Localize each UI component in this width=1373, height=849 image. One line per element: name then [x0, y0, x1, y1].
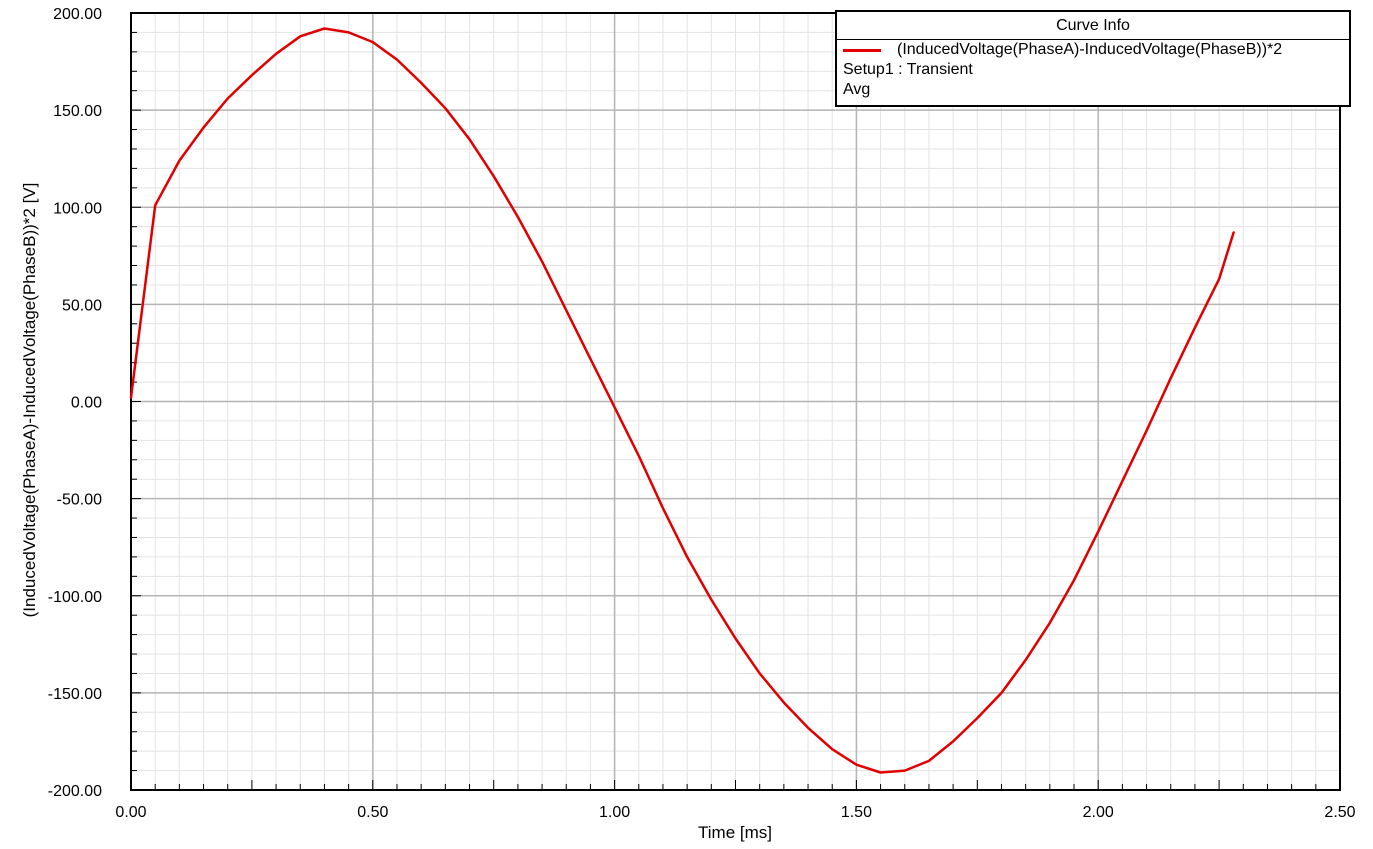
x-tick-label: 0.50 — [357, 804, 388, 821]
series-line — [129, 27, 1235, 774]
tick-marks — [131, 31, 1317, 790]
y-tick-label: 200.00 — [53, 6, 102, 23]
y-tick-label: -100.00 — [48, 589, 102, 606]
y-tick-label: 0.00 — [71, 395, 102, 412]
y-tick-label: 100.00 — [53, 200, 102, 217]
legend-setup: Setup1 : Transient — [843, 61, 973, 78]
legend-entry-label: (InducedVoltage(PhaseA)-InducedVoltage(P… — [897, 41, 1283, 58]
y-tick-label: 50.00 — [62, 297, 102, 314]
x-tick-label: 1.00 — [599, 804, 630, 821]
x-tick-labels: 0.00 0.50 1.00 1.50 2.00 2.50 — [115, 804, 1355, 821]
major-grid — [131, 13, 1340, 790]
y-axis-title: (InducedVoltage(PhaseA)-InducedVoltage(P… — [20, 183, 39, 618]
x-tick-label: 0.00 — [115, 804, 146, 821]
y-tick-label: -150.00 — [48, 686, 102, 703]
legend-entry[interactable]: (InducedVoltage(PhaseA)-InducedVoltage(P… — [837, 40, 1349, 60]
x-tick-label: 1.50 — [841, 804, 872, 821]
x-axis-title: Time [ms] — [698, 823, 772, 842]
x-tick-label: 2.00 — [1083, 804, 1114, 821]
x-tick-label: 2.50 — [1324, 804, 1355, 821]
legend-line-swatch — [843, 48, 881, 52]
y-tick-labels: 200.00 150.00 100.00 50.00 0.00 -50.00 -100.00… — [48, 6, 102, 800]
legend-header: Curve Info — [837, 12, 1349, 40]
curve-info-legend[interactable]: Curve Info (InducedVoltage(PhaseA)-Induc… — [835, 10, 1351, 107]
series-group — [129, 27, 1235, 774]
y-tick-label: -200.00 — [48, 783, 102, 800]
y-tick-label: 150.00 — [53, 103, 102, 120]
legend-stat: Avg — [843, 81, 871, 98]
y-tick-label: -50.00 — [57, 492, 102, 509]
